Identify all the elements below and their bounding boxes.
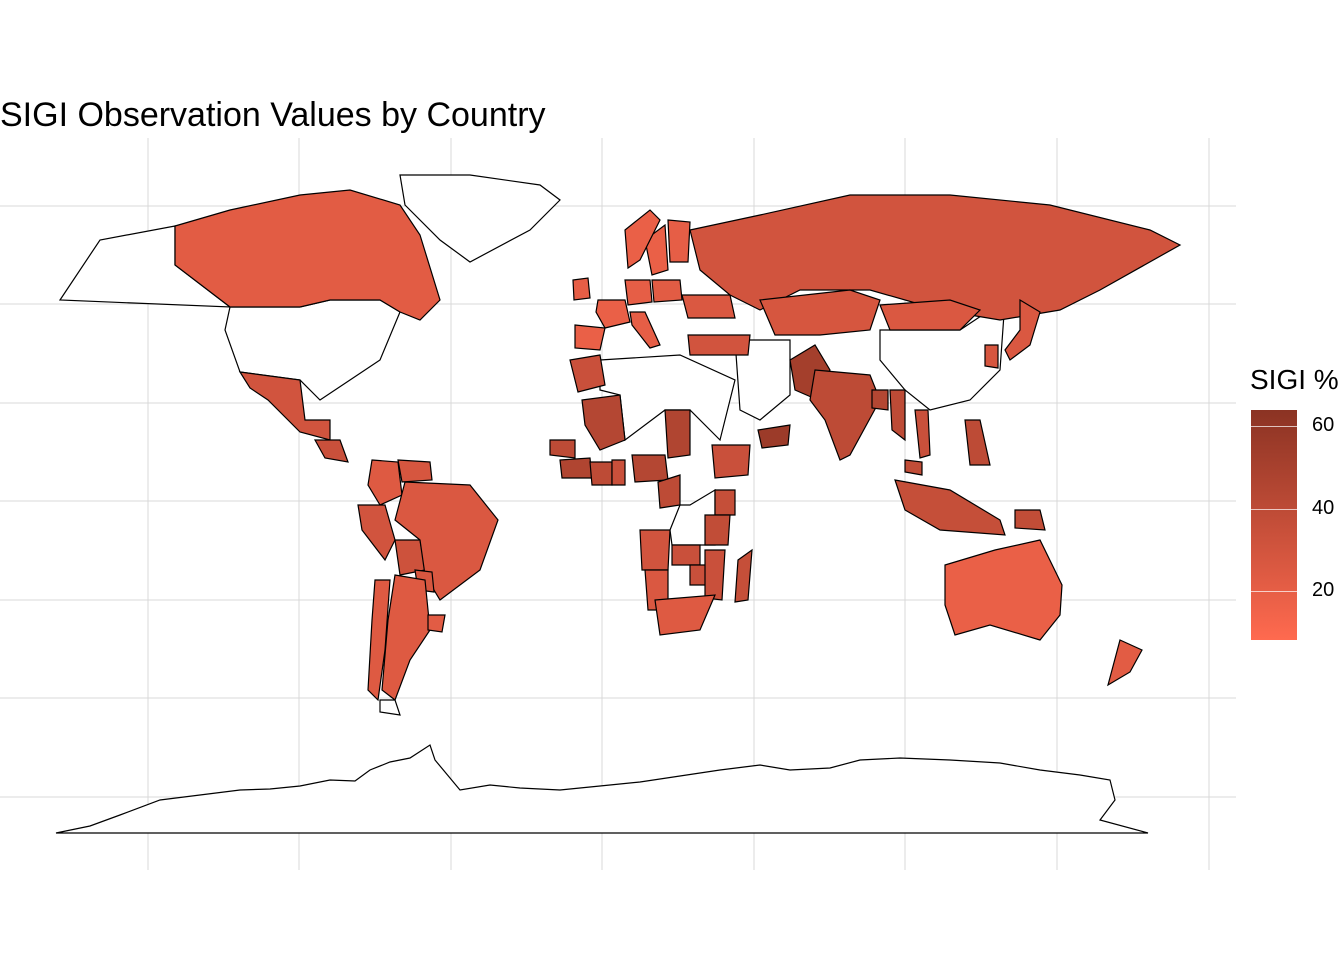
country-mozambique[interactable]: Mozambique: 34 — [704, 549, 726, 601]
legend-tick-mark — [1251, 508, 1297, 510]
no-data-region — [879, 298, 1006, 411]
country-chad[interactable]: Chad: 46 — [664, 409, 691, 459]
country-republic-of-korea[interactable]: Republic of Korea: 28 — [984, 344, 999, 369]
chart-title: SIGI Observation Values by Country — [0, 96, 546, 134]
antarctica-shape — [55, 744, 1149, 834]
country-zambia[interactable]: Zambia: 34 — [671, 544, 701, 566]
country-shapes[interactable]: Canada: 22Mexico: 30Guatemala: 34Colombi… — [58, 174, 1182, 716]
no-data-region — [734, 339, 791, 421]
country-myanmar[interactable]: Myanmar: 40 — [889, 389, 906, 442]
country-peru[interactable]: Peru: 30 — [357, 504, 396, 562]
country-france[interactable]: France: 18 — [595, 299, 631, 329]
country-bangladesh[interactable]: Bangladesh: 44 — [871, 389, 889, 411]
country-ukraine[interactable]: Ukraine: 26 — [681, 294, 736, 319]
country-kazakhstan[interactable]: Kazakhstan: 28 — [759, 289, 881, 336]
country-norway[interactable]: Norway: 18 — [624, 209, 661, 270]
country-cameroon[interactable]: Cameroon: 40 — [657, 474, 681, 509]
country-japan[interactable]: Japan: 26 — [1004, 298, 1041, 361]
country-papua-new-guinea[interactable]: Papua New Guinea: 38 — [1014, 509, 1046, 531]
country-ghana[interactable]: Ghana: 34 — [611, 459, 626, 486]
country-south-africa[interactable]: South Africa: 24 — [654, 594, 716, 636]
country-guinea[interactable]: Guinea: 46 — [559, 457, 593, 479]
country-finland[interactable]: Finland: 20 — [667, 219, 691, 263]
country-philippines[interactable]: Philippines: 40 — [964, 419, 991, 466]
country-angola[interactable]: Angola: 30 — [639, 529, 671, 571]
country-colombia[interactable]: Colombia: 24 — [367, 459, 403, 506]
country-guatemala[interactable]: Guatemala: 34 — [313, 439, 349, 463]
country-australia[interactable]: Australia: 18 — [944, 539, 1063, 641]
country-brazil[interactable]: Brazil: 26 — [394, 481, 499, 601]
country-yemen[interactable]: Yemen: 56 — [757, 424, 791, 449]
country-india[interactable]: India: 40 — [809, 369, 881, 461]
country-kenya[interactable]: Kenya: 36 — [714, 489, 736, 516]
country-ethiopia[interactable]: Ethiopia: 34 — [711, 444, 751, 479]
country-germany[interactable]: Germany: 20 — [624, 279, 653, 306]
country-united-kingdom[interactable]: United Kingdom: 20 — [572, 277, 591, 301]
country-argentina[interactable]: Argentina: 24 — [381, 574, 431, 701]
country-viet-nam[interactable]: Viet Nam: 34 — [914, 409, 931, 459]
country-new-zealand[interactable]: New Zealand: 22 — [1107, 639, 1143, 687]
no-data-region — [379, 699, 401, 716]
country-madagascar[interactable]: Madagascar: 36 — [734, 548, 753, 603]
legend-tick-label: 40 — [1312, 496, 1335, 519]
country-senegal[interactable]: Senegal: 40 — [549, 439, 576, 459]
country-indonesia[interactable]: Indonesia: 36 — [894, 479, 1006, 536]
country-mongolia[interactable]: Mongolia: 26 — [879, 299, 982, 331]
country-chile[interactable]: Chile: 24 — [367, 579, 391, 702]
legend-tick-mark — [1251, 426, 1297, 428]
country-venezuela[interactable]: Venezuela: 28 — [397, 459, 433, 483]
country-malaysia[interactable]: Malaysia: 38 — [904, 459, 923, 476]
country-turkey[interactable]: Turkey: 30 — [687, 334, 751, 356]
legend-colorbar — [1251, 410, 1297, 640]
no-data-region — [399, 174, 561, 263]
country-cote-d-ivoire[interactable]: Cote d'Ivoire: 40 — [589, 461, 613, 486]
country-italy[interactable]: Italy: 20 — [629, 311, 661, 349]
country-morocco[interactable]: Morocco: 34 — [569, 354, 606, 393]
legend-title: SIGI % — [1250, 364, 1339, 395]
country-spain[interactable]: Spain: 18 — [574, 324, 606, 351]
legend-tick-label: 60 — [1312, 414, 1335, 437]
country-uruguay[interactable]: Uruguay: 22 — [427, 614, 446, 633]
country-tanzania[interactable]: Tanzania: 38 — [704, 514, 731, 546]
legend-tick-mark — [1251, 590, 1297, 592]
country-russia[interactable]: Russia: 30 — [689, 194, 1182, 321]
country-canada[interactable]: Canada: 22 — [174, 189, 441, 321]
country-poland[interactable]: Poland: 22 — [651, 279, 683, 303]
country-mali[interactable]: Mali: 44 — [581, 394, 626, 451]
country-nigeria[interactable]: Nigeria: 44 — [631, 454, 669, 483]
legend-tick-label: 20 — [1312, 578, 1335, 601]
